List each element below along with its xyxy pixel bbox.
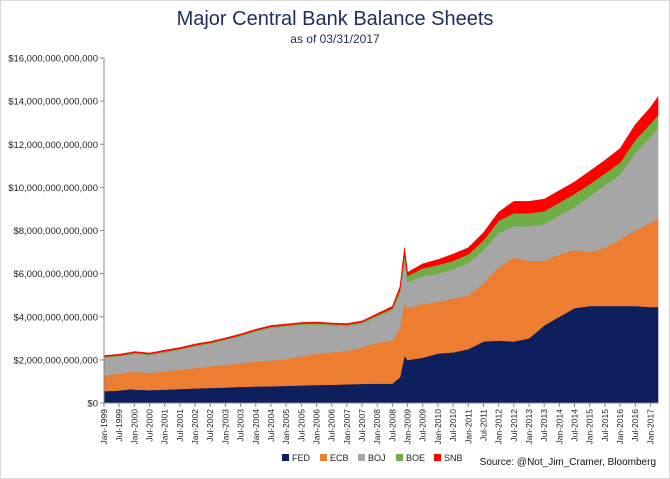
x-tick-label: Jul-2000 xyxy=(145,409,155,442)
x-tick-label: Jan-2015 xyxy=(585,409,595,445)
x-tick-label: Jan-2005 xyxy=(281,409,291,445)
x-tick-label: Jul-2007 xyxy=(357,409,367,442)
x-tick-label: Jul-2005 xyxy=(296,409,306,442)
x-tick-label: Jul-2001 xyxy=(175,409,185,442)
x-tick-label: Jul-2014 xyxy=(570,409,580,442)
x-tick-label: Jul-2009 xyxy=(418,409,428,442)
x-tick-label: Jul-2008 xyxy=(387,409,397,442)
y-tick-label: $12,000,000,000,000 xyxy=(8,140,98,151)
legend-swatch-boj xyxy=(358,454,365,461)
x-tick-label: Jul-2004 xyxy=(266,409,276,442)
legend-label-boe: BOE xyxy=(406,453,425,463)
chart-subtitle: as of 03/31/2017 xyxy=(290,32,380,46)
x-tick-label: Jan-1999 xyxy=(99,409,109,445)
y-tick-label: $4,000,000,000,000 xyxy=(13,312,98,323)
legend-swatch-snb xyxy=(434,454,441,461)
x-tick-label: Jan-2016 xyxy=(615,409,625,445)
y-tick-label: $14,000,000,000,000 xyxy=(8,97,98,108)
x-tick-label: Jan-2003 xyxy=(220,409,230,445)
x-tick-label: Jul-2016 xyxy=(630,409,640,442)
y-tick-label: $16,000,000,000,000 xyxy=(8,54,98,65)
chart-title: Major Central Bank Balance Sheets xyxy=(176,8,494,30)
y-tick-label: $8,000,000,000,000 xyxy=(13,226,98,237)
x-tick-label: Jul-2013 xyxy=(539,409,549,442)
legend-label-snb: SNB xyxy=(444,453,463,463)
axes: $0 $2,000,000,000,000 $4,000,000,000,000 $6… xyxy=(8,54,658,445)
y-tick-label: $10,000,000,000,000 xyxy=(8,183,98,194)
x-tick-label: Jan-2000 xyxy=(129,409,139,445)
x-tick-label: Jan-2010 xyxy=(433,409,443,445)
stacked-area-series xyxy=(103,95,659,404)
x-tick-label: Jan-2007 xyxy=(342,409,352,445)
x-tick-label: Jan-2009 xyxy=(403,409,413,445)
x-tick-label: Jan-2012 xyxy=(494,409,504,445)
x-tick-label: Jul-2010 xyxy=(448,409,458,442)
x-tick-label: Jan-2004 xyxy=(251,409,261,445)
y-tick-label: $0 xyxy=(87,399,98,410)
x-tick-label: Jul-2006 xyxy=(327,409,337,442)
x-tick-label: Jul-2012 xyxy=(509,409,519,442)
x-tick-label: Jan-2014 xyxy=(554,409,564,445)
x-tick-label: Jan-2017 xyxy=(645,409,655,445)
legend-swatch-ecb xyxy=(320,454,327,461)
x-tick-label: Jan-2002 xyxy=(190,409,200,445)
legend-swatch-boe xyxy=(396,454,403,461)
legend-label-ecb: ECB xyxy=(330,453,349,463)
x-tick-label: Jul-2002 xyxy=(205,409,215,442)
x-tick-label: Jan-2011 xyxy=(463,409,473,444)
area-snb xyxy=(103,95,659,357)
x-tick-label: Jan-2006 xyxy=(311,409,321,445)
y-tick-label: $2,000,000,000,000 xyxy=(13,355,98,366)
legend-label-boj: BOJ xyxy=(368,453,386,463)
legend-swatch-fed xyxy=(282,454,289,461)
x-tick-label: Jul-2015 xyxy=(600,409,610,442)
source-note: Source: @Not_Jim_Cramer, Bloomberg xyxy=(479,457,656,468)
x-tick-label: Jan-2013 xyxy=(524,409,534,445)
x-tick-label: Jul-2011 xyxy=(478,409,488,441)
x-tick-label: Jul-1999 xyxy=(114,409,124,442)
legend: FED ECB BOJ BOE SNB xyxy=(282,453,463,463)
x-tick-label: Jan-2001 xyxy=(160,409,170,445)
x-tick-label: Jul-2003 xyxy=(236,409,246,442)
legend-label-fed: FED xyxy=(292,453,311,463)
y-tick-label: $6,000,000,000,000 xyxy=(13,269,98,280)
x-tick-label: Jan-2008 xyxy=(372,409,382,445)
